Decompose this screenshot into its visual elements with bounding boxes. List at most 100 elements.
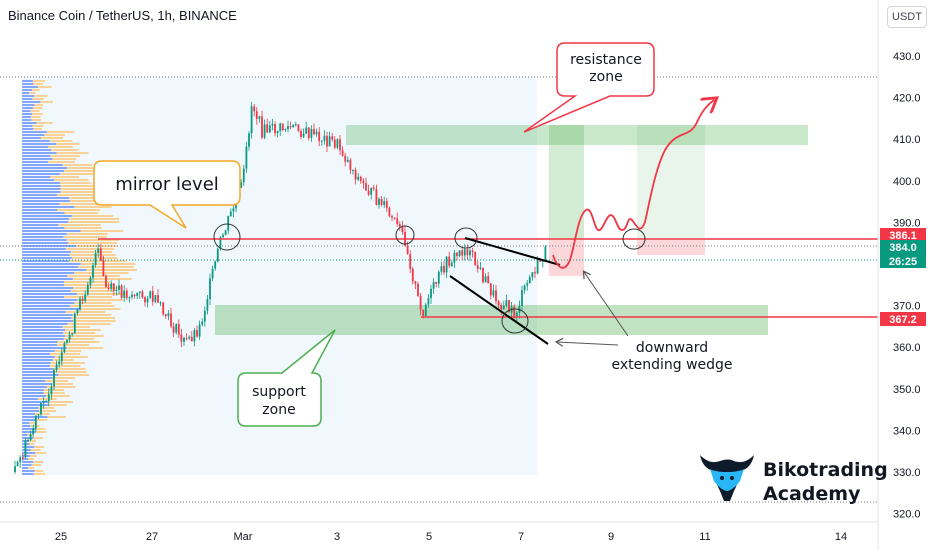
price-tick: 350.0 bbox=[893, 384, 921, 396]
volume-profile-bar bbox=[34, 104, 43, 106]
candle-body bbox=[302, 133, 305, 137]
candle-body bbox=[196, 330, 198, 337]
wedge-upper-line[interactable] bbox=[464, 237, 561, 266]
volume-profile-bar bbox=[22, 98, 33, 100]
candle-body bbox=[354, 169, 357, 180]
volume-profile-bar bbox=[50, 176, 79, 178]
candle-body bbox=[427, 298, 430, 305]
candle-body bbox=[55, 364, 58, 371]
candle-body bbox=[120, 285, 123, 298]
volume-profile-bar bbox=[72, 278, 132, 280]
volume-profile-bar bbox=[51, 383, 73, 385]
candle-body bbox=[297, 124, 300, 131]
candle-body bbox=[323, 135, 326, 141]
volume-profile-bar bbox=[22, 434, 28, 436]
volume-profile-bar bbox=[22, 188, 61, 190]
candle-body bbox=[281, 123, 284, 131]
volume-profile-bar bbox=[64, 335, 104, 337]
volume-profile-bar bbox=[39, 410, 56, 412]
volume-profile-bar bbox=[22, 341, 58, 343]
candle-body bbox=[232, 208, 235, 212]
volume-profile-bar bbox=[22, 281, 65, 283]
candle-body bbox=[110, 283, 113, 289]
candle-body bbox=[310, 128, 313, 138]
support-zone-callout: support zone bbox=[237, 329, 336, 427]
time-tick: 3 bbox=[334, 531, 340, 543]
candle-body bbox=[349, 159, 352, 170]
volume-profile-bar bbox=[64, 170, 98, 172]
candle-body bbox=[300, 130, 302, 137]
candle-body bbox=[469, 250, 471, 256]
volume-profile-bar bbox=[70, 305, 115, 307]
candles bbox=[14, 101, 547, 475]
candle-body bbox=[16, 462, 19, 467]
volume-profile-bar bbox=[50, 155, 80, 157]
time-tick: 9 bbox=[608, 531, 614, 543]
volume-profile-bar bbox=[62, 326, 91, 328]
mirror-level-label: mirror level bbox=[115, 174, 219, 195]
volume-profile-bar bbox=[30, 116, 41, 118]
volume-profile-bar bbox=[51, 149, 79, 151]
resistance-zone-label: zone bbox=[589, 69, 622, 85]
volume-profile-bar bbox=[22, 380, 46, 382]
price-tick: 400.0 bbox=[893, 176, 921, 188]
volume-profile-bar bbox=[22, 131, 47, 133]
price-scale-bg bbox=[878, 0, 932, 550]
time-axis[interactable]: 25 27 Mar 3 5 7 9 11 14 bbox=[0, 521, 878, 543]
volume-profile-bar bbox=[22, 404, 49, 406]
candle-body bbox=[164, 314, 167, 317]
candle-body bbox=[443, 266, 445, 273]
candle-body bbox=[76, 309, 79, 314]
volume-profile-bar bbox=[29, 422, 38, 424]
volume-profile-bar bbox=[22, 452, 36, 454]
volume-profile-bar bbox=[22, 371, 54, 373]
volume-profile-bar bbox=[22, 470, 35, 472]
volume-profile-bar bbox=[22, 377, 53, 379]
volume-profile-bar bbox=[54, 356, 88, 358]
wedge-lower-line[interactable] bbox=[449, 275, 549, 345]
candle-body bbox=[79, 298, 81, 310]
volume-profile-bar bbox=[22, 449, 31, 451]
volume-profile-bar bbox=[22, 236, 64, 238]
candle-body bbox=[40, 402, 42, 415]
candle-body bbox=[266, 124, 269, 133]
price-scale[interactable]: 430.0420.0410.0400.0390.0380.0370.0360.0… bbox=[877, 0, 932, 550]
volume-profile-bar bbox=[22, 278, 73, 280]
volume-profile-bar bbox=[30, 455, 38, 457]
volume-profile-bar bbox=[22, 125, 33, 127]
candle-body bbox=[419, 296, 422, 310]
candle-body bbox=[162, 302, 165, 315]
candle-body bbox=[209, 278, 211, 300]
bull-head-icon bbox=[700, 455, 754, 501]
volume-profile-bar bbox=[48, 401, 73, 403]
candle-body bbox=[445, 256, 448, 273]
volume-profile-bar bbox=[22, 275, 68, 277]
candle-body bbox=[274, 124, 276, 134]
candle-body bbox=[107, 287, 110, 289]
volume-profile-bar bbox=[63, 332, 96, 334]
volume-profile-bar bbox=[60, 185, 101, 187]
candle-body bbox=[456, 252, 458, 256]
candle-body bbox=[528, 277, 531, 284]
volume-profile-bar bbox=[86, 269, 138, 271]
volume-profile-bar bbox=[22, 413, 36, 415]
candle-body bbox=[92, 265, 94, 278]
candle-body bbox=[250, 106, 253, 134]
candle-body bbox=[201, 321, 204, 325]
candle-body bbox=[99, 248, 102, 261]
volume-profile-bar bbox=[22, 146, 49, 148]
candle-body bbox=[227, 216, 230, 231]
volume-profile-bar bbox=[22, 308, 80, 310]
volume-profile-bar bbox=[22, 164, 63, 166]
volume-profile-bar bbox=[46, 131, 75, 133]
currency-badge[interactable]: USDT bbox=[887, 6, 927, 28]
volume-profile-bar bbox=[60, 191, 95, 193]
candle-body bbox=[385, 201, 388, 208]
volume-profile-bar bbox=[22, 89, 33, 91]
volume-profile-bar bbox=[80, 263, 136, 265]
candle-body bbox=[198, 324, 201, 337]
candle-body bbox=[71, 333, 74, 335]
candle-body bbox=[305, 127, 308, 134]
volume-profile-bar bbox=[59, 203, 103, 205]
